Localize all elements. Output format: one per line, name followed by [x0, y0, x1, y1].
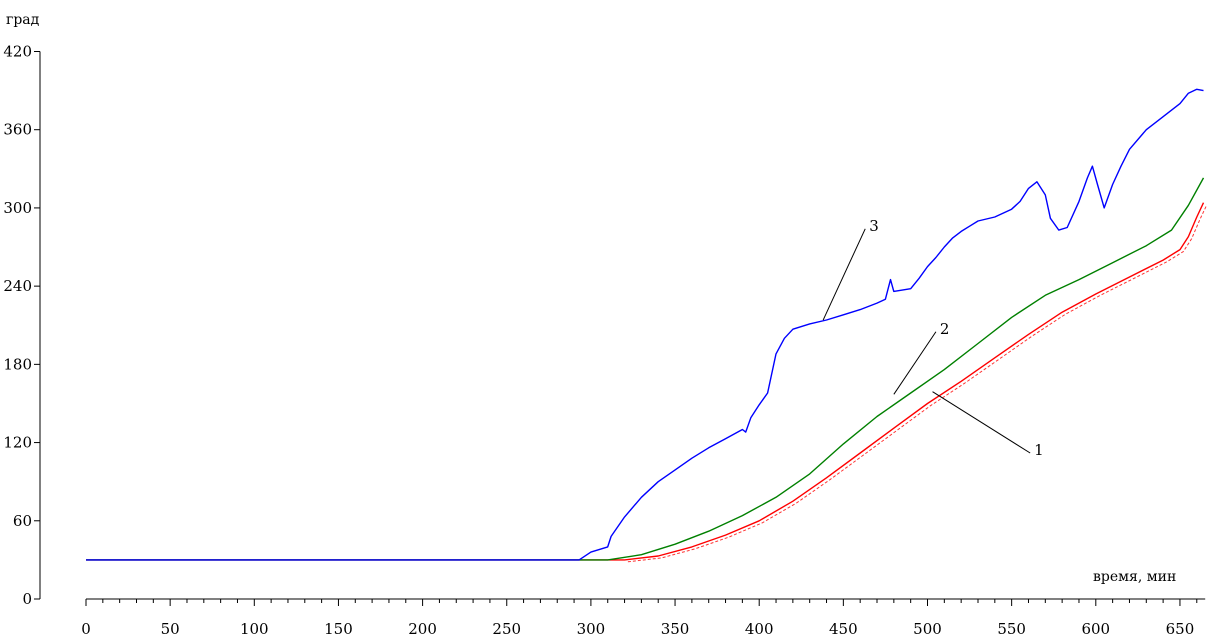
- series-line-3: [86, 88, 1204, 561]
- x-tick-label: 300: [577, 620, 606, 638]
- x-tick-label: 350: [661, 620, 690, 638]
- y-tick-label: 240: [3, 277, 32, 295]
- y-tick-label: 60: [13, 512, 32, 530]
- series-line-2: [86, 177, 1205, 561]
- x-tick-label: 50: [161, 620, 180, 638]
- x-tick-label: 450: [829, 620, 858, 638]
- x-tick-label: 200: [408, 620, 437, 638]
- x-tick-label: 150: [324, 620, 353, 638]
- callout-label-2: 2: [940, 320, 950, 338]
- annotation-layer: 1 2 3: [822, 217, 1044, 459]
- x-tick-label: 400: [745, 620, 774, 638]
- callout-line-1: [932, 391, 1031, 454]
- series-layer: [86, 88, 1207, 563]
- x-tick-label: 100: [240, 620, 269, 638]
- y-tick-label: 120: [3, 434, 32, 452]
- x-tick-label: 650: [1166, 620, 1195, 638]
- x-tick-label: 600: [1081, 620, 1110, 638]
- y-tick-label: 300: [3, 199, 32, 217]
- y-ticks: 0 60 120 180 240 300 360 420: [3, 42, 40, 608]
- callout-line-3: [822, 228, 866, 321]
- y-axis-title: град: [6, 12, 40, 28]
- y-tick-label: 360: [3, 121, 32, 139]
- callout-line-2: [893, 331, 937, 395]
- callout-label-3: 3: [869, 217, 879, 235]
- x-axis-title: время, мин: [1093, 569, 1176, 585]
- x-tick-label: 500: [913, 620, 942, 638]
- x-ticks: 0 50 100 150 200 250 300 350 400 450 500 550 600 650: [81, 599, 1198, 638]
- series-line-1-trace: [627, 204, 1207, 563]
- y-tick-label: 420: [3, 42, 32, 60]
- x-tick-label: 250: [492, 620, 521, 638]
- x-tick-label: 0: [81, 620, 91, 638]
- callout-label-1: 1: [1034, 441, 1044, 459]
- series-line-1: [86, 202, 1205, 561]
- y-tick-label: 0: [22, 590, 32, 608]
- y-tick-label: 180: [3, 355, 32, 373]
- x-tick-label: 550: [997, 620, 1026, 638]
